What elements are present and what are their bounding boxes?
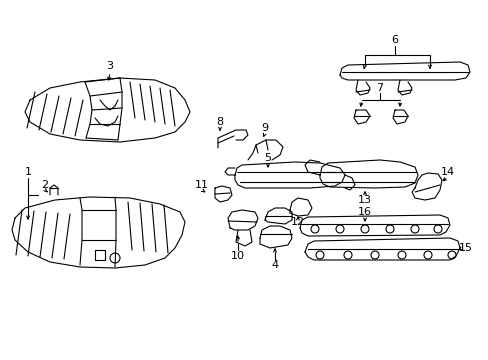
Text: 10: 10 [230,251,244,261]
Text: 6: 6 [391,35,398,45]
Text: 9: 9 [261,123,268,133]
Text: 1: 1 [24,167,31,177]
Text: 12: 12 [290,217,305,227]
Text: 2: 2 [41,180,48,190]
Text: 15: 15 [458,243,472,253]
Text: 8: 8 [216,117,223,127]
Text: 4: 4 [271,260,278,270]
Text: 14: 14 [440,167,454,177]
Text: 5: 5 [264,153,271,163]
Text: 13: 13 [357,195,371,205]
Text: 7: 7 [376,83,383,93]
Text: 3: 3 [106,61,113,71]
Text: 16: 16 [357,207,371,217]
Text: 11: 11 [195,180,208,190]
